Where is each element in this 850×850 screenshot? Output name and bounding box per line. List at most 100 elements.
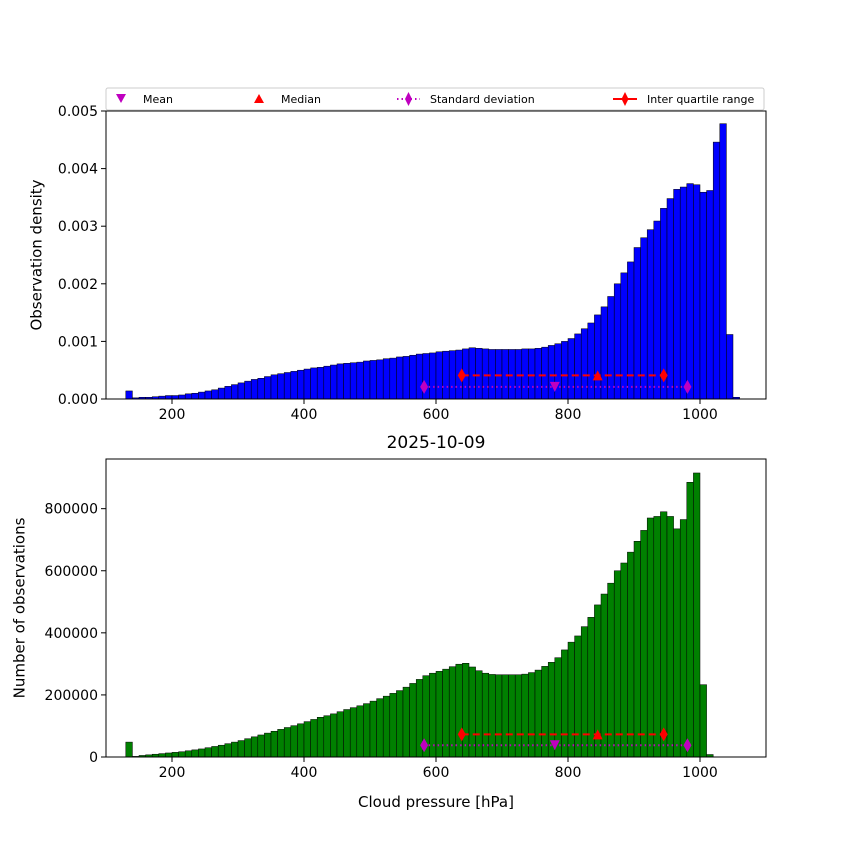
standard-deviation-diamond-icon [405, 92, 412, 106]
y-tick-label: 0.003 [58, 219, 98, 235]
inter-quartile-range-upper-marker [659, 368, 668, 383]
histogram-bar [217, 387, 226, 400]
histogram-bar [204, 747, 212, 758]
count-histogram-panel: 2025-10-09 200 400 600 800 1000 0 200000 40000… [11, 433, 767, 811]
histogram-bar [468, 347, 476, 400]
y-tick-label: 800000 [45, 502, 98, 518]
histogram-bar [376, 359, 384, 400]
histogram-bar [369, 700, 377, 758]
histogram-bar [349, 707, 358, 758]
median-triangle-up-icon [254, 94, 264, 103]
histogram-bar [448, 350, 457, 400]
histogram-bar [646, 229, 655, 400]
x-tick-label: 400 [291, 765, 318, 781]
x-tick-label: 600 [423, 765, 450, 781]
median-marker [592, 729, 603, 740]
histogram-bar [323, 365, 331, 400]
histogram-bar [627, 261, 635, 400]
histogram-bar [191, 749, 199, 758]
histogram-bar [257, 734, 265, 758]
histogram-bar [310, 367, 318, 400]
histogram-bar [547, 345, 556, 400]
histogram-bar [561, 649, 569, 758]
histogram-bar [686, 482, 694, 758]
histogram-bar [297, 723, 305, 758]
y-tick-label: 400000 [45, 626, 98, 642]
histogram-bar [178, 751, 186, 758]
histogram-bar [382, 358, 391, 400]
histogram-bar [402, 686, 410, 758]
density-statistics-markers [420, 368, 692, 394]
histogram-bar [541, 666, 549, 758]
histogram-bar [442, 350, 450, 400]
histogram-bar [640, 530, 648, 758]
histogram-bar [693, 472, 701, 758]
histogram-bar [679, 519, 688, 758]
y-tick-label: 200000 [45, 688, 98, 704]
legend-label-mean: Mean [143, 93, 173, 106]
histogram-bar [653, 220, 661, 400]
histogram-bar [396, 690, 404, 758]
inter-quartile-range-diamond-icon [621, 92, 629, 106]
histogram-bar [363, 360, 371, 400]
histogram-bar [376, 698, 384, 758]
histogram-bar [699, 191, 707, 400]
legend-entry-median: Median [254, 93, 321, 106]
histogram-bar [343, 709, 351, 758]
standard-deviation-lower-marker [420, 379, 429, 394]
x-tick-label: 200 [159, 765, 186, 781]
histogram-bar [125, 741, 133, 758]
histogram-bar [323, 715, 331, 758]
histogram-bar [184, 750, 193, 758]
histogram-bar [363, 703, 371, 758]
histogram-bar [726, 334, 734, 400]
y-tick-label: 0.001 [58, 334, 98, 350]
histogram-bar [224, 386, 232, 400]
histogram-bar [712, 141, 721, 400]
histogram-bar [514, 349, 523, 400]
histogram-bar [178, 394, 186, 400]
standard-deviation-lower-marker [420, 738, 429, 753]
histogram-bar [356, 705, 364, 758]
histogram-bar [646, 517, 655, 758]
histogram-bar [336, 363, 344, 400]
histogram-bar [534, 669, 542, 758]
y-tick-label: 0.002 [58, 277, 98, 293]
histogram-bar [349, 362, 358, 400]
histogram-bar [508, 349, 516, 400]
histogram-bar [495, 349, 503, 400]
histogram-bar [686, 183, 694, 400]
standard-deviation-upper-marker [683, 379, 692, 394]
histogram-bar [574, 333, 582, 400]
x-tick-label: 400 [291, 407, 318, 423]
y-tick-label: 0 [89, 750, 98, 766]
median-marker [592, 370, 603, 381]
histogram-bar [409, 354, 417, 400]
histogram-bar [402, 356, 410, 400]
histogram-bar [448, 666, 457, 758]
histogram-bar [541, 346, 549, 400]
histogram-bar [666, 198, 674, 400]
histogram-bar [501, 349, 509, 400]
count-x-ticks: 200 400 600 800 1000 [159, 757, 718, 781]
y-tick-label: 600000 [45, 564, 98, 580]
histogram-bar [679, 186, 688, 400]
histogram-bar [158, 753, 166, 758]
histogram-bar [231, 384, 239, 400]
legend-entry-inter-quartile-range: Inter quartile range [613, 92, 754, 106]
legend-label-inter-quartile-range: Inter quartile range [647, 93, 754, 106]
histogram-bar [580, 328, 589, 400]
histogram-bar [244, 738, 252, 758]
histogram-bar [600, 593, 608, 758]
histogram-bar [330, 713, 338, 758]
histogram-bar [415, 353, 424, 400]
histogram-bar [316, 367, 325, 400]
histogram-bar [600, 306, 608, 400]
histogram-bar [330, 364, 338, 400]
mean-marker [549, 740, 560, 751]
histogram-bar [165, 752, 173, 758]
histogram-bar [198, 748, 206, 758]
histogram-bar [660, 511, 668, 758]
mean-triangle-down-icon [116, 94, 126, 103]
